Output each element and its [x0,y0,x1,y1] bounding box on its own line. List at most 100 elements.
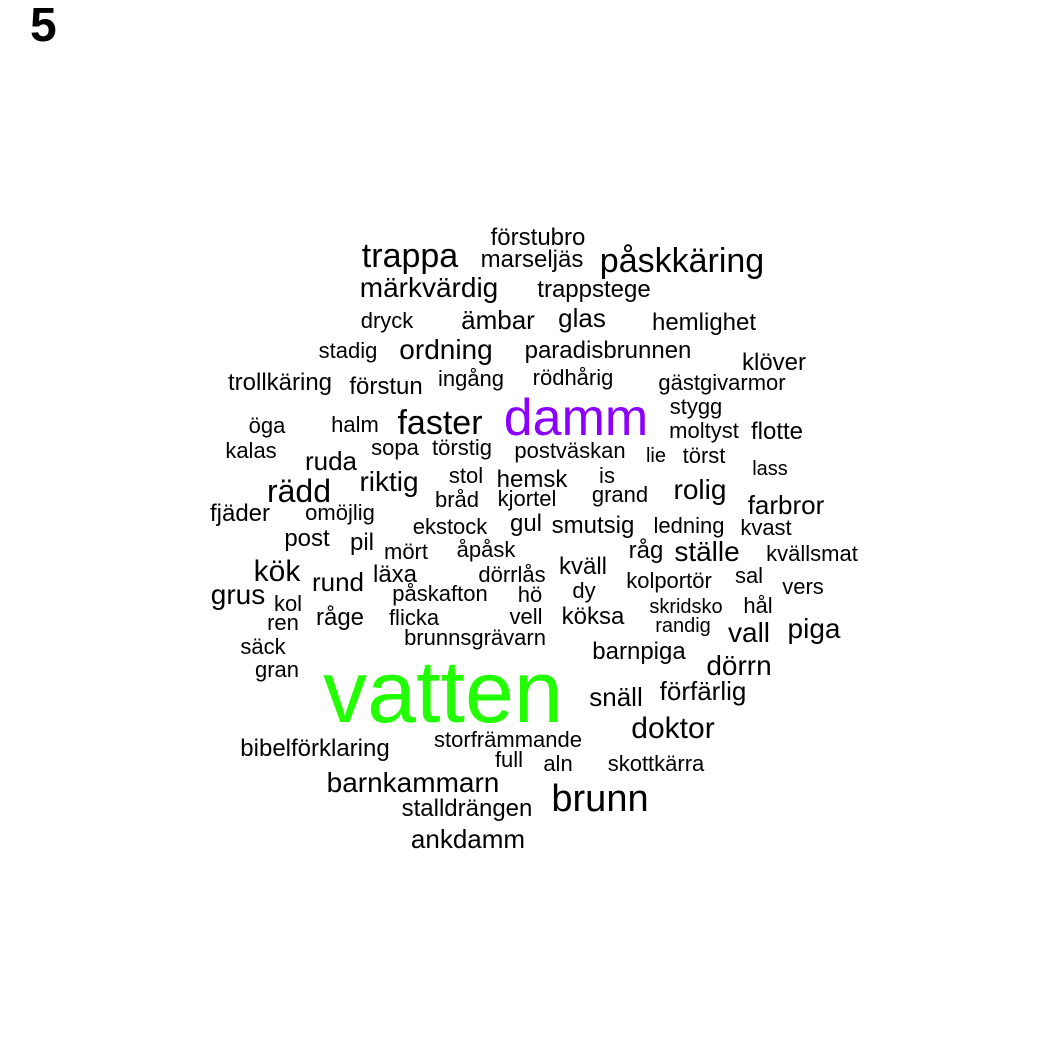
word-33: ruda [304,446,358,476]
word-82: brunnsgrävarn [404,625,546,650]
word-0: vatten [323,642,563,741]
word-34: lass [752,458,788,480]
word-22: öga [248,413,286,438]
word-58: kvällsmat [766,541,858,566]
word-95: barnkammarn [326,767,500,798]
word-15: klöver [741,349,807,376]
word-12: stadig [318,338,378,363]
word-37: rädd [266,473,332,509]
word-59: kök [253,555,301,588]
word-89: doktor [631,712,715,745]
word-38: riktig [359,466,419,497]
word-96: brunn [551,778,649,820]
word-17: förstun [349,373,423,400]
word-75: råge [315,604,365,631]
word-26: flotte [750,418,804,445]
word-27: kalas [225,438,277,463]
word-5: påskkäring [599,242,765,280]
panel-label: 5 [30,0,57,52]
word-32: törst [682,443,726,468]
word-7: trappstege [537,276,651,303]
word-24: faster [397,404,483,442]
word-67: grus [210,579,266,610]
word-91: bibelförklaring [240,735,390,762]
word-3: trappa [361,237,459,275]
word-66: vers [782,574,824,599]
word-11: hemlighet [651,309,757,336]
word-51: ekstock [412,514,488,539]
word-36: is [599,463,615,488]
word-47: gul [509,510,543,537]
word-81: piga [787,613,841,644]
word-87: förfärlig [659,676,747,706]
word-10: glas [558,303,606,333]
word-20: gästgivarmor [658,370,786,395]
word-92: full [494,747,524,772]
word-52: post [284,525,330,552]
word-94: skottkärra [607,751,705,776]
word-42: kjortel [497,486,557,511]
word-73: hål [743,593,773,618]
word-54: mört [384,539,428,564]
word-78: köksa [561,603,625,630]
word-72: skridsko [649,596,723,618]
word-60: kväll [558,553,608,580]
word-23: halm [331,412,379,437]
word-25: moltyst [669,418,739,443]
word-65: kolportör [626,568,712,593]
word-2: förstubro [490,224,586,251]
word-4: marseljäs [480,246,584,273]
word-86: dörrn [706,650,772,681]
word-13: ordning [399,334,493,365]
word-14: paradisbrunnen [524,337,692,364]
word-46: omöjlig [305,500,375,525]
word-40: rolig [673,474,727,505]
word-30: postväskan [514,438,626,463]
word-8: dryck [360,308,414,333]
word-44: farbror [747,490,825,520]
word-93: aln [543,751,573,776]
word-21: stygg [669,394,723,419]
word-70: hö [517,582,543,607]
word-80: vall [727,617,771,648]
word-55: åpåsk [456,537,516,562]
word-56: råg [628,537,664,564]
word-29: törstig [432,435,492,460]
word-28: sopa [371,435,419,460]
word-35: stol [448,463,484,488]
word-53: pil [349,529,375,556]
word-76: flicka [388,605,440,630]
word-64: sal [734,563,764,588]
word-79: randig [655,615,711,637]
word-62: läxa [372,561,418,588]
word-71: kol [273,591,303,616]
word-9: ämbar [461,305,535,335]
word-61: rund [311,567,365,597]
word-41: bråd [434,487,480,512]
word-77: vell [509,604,543,629]
word-43: grand [591,482,649,507]
word-50: kvast [740,515,792,540]
word-97: stalldrängen [401,795,533,822]
word-83: säck [240,634,286,659]
word-57: ställe [674,536,740,567]
word-69: påskafton [392,581,488,606]
word-49: ledning [653,513,725,538]
word-45: fjäder [209,500,271,527]
word-84: barnpiga [592,638,686,665]
word-88: snäll [589,682,643,712]
word-6: märkvärdig [359,272,499,303]
word-48: smutsig [551,512,635,539]
word-85: gran [254,657,300,682]
word-18: ingång [437,366,505,391]
word-68: dy [572,578,596,603]
word-98: ankdamm [410,824,526,854]
word-63: dörrlås [478,562,546,587]
word-39: hemsk [496,466,568,493]
word-1: damm [503,389,649,447]
word-19: rödhårig [532,365,614,390]
word-16: trollkäring [227,369,333,396]
word-90: storfrämmande [434,727,582,752]
